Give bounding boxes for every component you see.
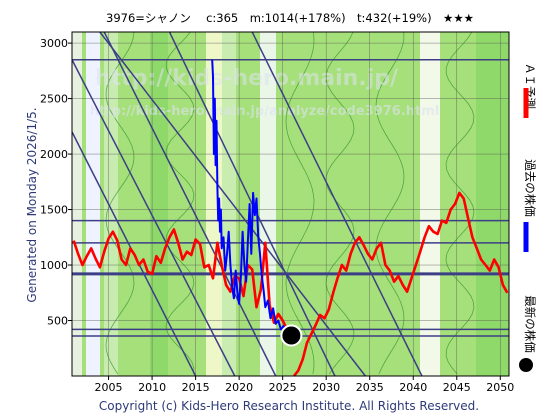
- decorative-wave: [105, 31, 135, 375]
- background-band: [86, 32, 100, 376]
- watermark: http://kids-hero.main.jp/ http://kids-he…: [90, 66, 439, 119]
- x-tick-label: 2050: [486, 381, 514, 394]
- watermark-line2: http://kids-hero.main.jp/analyze/code397…: [90, 104, 439, 119]
- x-tick-label: 2045: [443, 381, 471, 394]
- background-bands: [72, 31, 509, 376]
- x-tick-label: 2010: [138, 381, 166, 394]
- legend-past-swatch: [523, 222, 529, 252]
- x-tick-label: 2035: [356, 381, 384, 394]
- generated-date-label: Generated on Monday 2026/1/5.: [25, 107, 39, 302]
- series-line: [72, 228, 293, 335]
- latest-marker-layer: [280, 324, 303, 347]
- x-tick-label: 2040: [399, 381, 427, 394]
- x-tick-label: 2015: [182, 381, 210, 394]
- chart-title: 3976=シャノン c:365 m:1014(+178%) t:432(+19%…: [106, 11, 474, 25]
- series: [72, 59, 509, 377]
- y-tick-label: 1000: [40, 259, 68, 272]
- trend-line: [71, 59, 236, 377]
- y-tick-label: 1500: [40, 204, 68, 217]
- legend-ai-swatch: [523, 88, 529, 118]
- y-tick-label: 2500: [40, 93, 68, 106]
- background-band: [72, 32, 82, 376]
- x-tick-label: 2005: [95, 381, 123, 394]
- background-band: [206, 32, 222, 376]
- series-line: [211, 59, 292, 337]
- y-tick-label: 500: [47, 315, 68, 328]
- decorative-wave: [325, 31, 355, 375]
- x-tick-label: 2025: [269, 381, 297, 394]
- trend-line: [251, 31, 423, 377]
- decorative-wave: [375, 31, 405, 375]
- y-axis-ticks: 500 1000 1500 2000 2500 3000: [40, 37, 72, 328]
- x-axis-ticks: 2005 2010 2015 2020 2025 2030 2035 2040 2045 2050: [95, 376, 514, 394]
- legend-latest-label: 最新の株価: [523, 295, 537, 353]
- legend-latest-marker: [519, 358, 533, 372]
- background-band: [150, 32, 168, 376]
- plot-frame: [71, 31, 510, 377]
- x-tick-label: 2020: [225, 381, 253, 394]
- copyright-footer: Copyright (c) Kids-Hero Research Institu…: [99, 399, 479, 413]
- y-tick-label: 3000: [40, 37, 68, 50]
- background-band: [420, 32, 440, 376]
- decorative-wave: [165, 31, 195, 375]
- decorative-wave: [285, 31, 315, 375]
- trend-line: [99, 31, 366, 377]
- legend-past-label: 過去の株価: [523, 159, 537, 217]
- decorative-wave: [445, 31, 475, 375]
- x-tick-label: 2030: [312, 381, 340, 394]
- latest-price-marker: [280, 324, 303, 347]
- series-line: [292, 191, 509, 377]
- background-band: [476, 32, 509, 376]
- y-tick-label: 2000: [40, 148, 68, 161]
- horizontal-levels: [72, 58, 509, 337]
- trend-line: [103, 31, 277, 377]
- watermark-line1: http://kids-hero.main.jp/: [95, 66, 399, 91]
